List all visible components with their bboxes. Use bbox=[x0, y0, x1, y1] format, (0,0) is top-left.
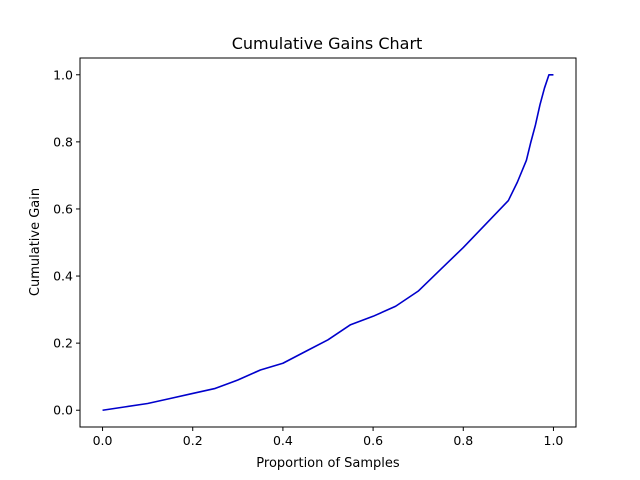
x-axis: 0.0 0.2 0.4 0.6 0.8 1.0 bbox=[93, 427, 564, 448]
y-tick-label: 0.4 bbox=[53, 269, 73, 284]
y-tick-label: 1.0 bbox=[53, 67, 73, 82]
x-tick-label: 0.0 bbox=[93, 433, 113, 448]
x-tick-label: 0.2 bbox=[183, 433, 203, 448]
x-tick-label: 0.4 bbox=[273, 433, 293, 448]
series-line-0 bbox=[102, 73, 554, 412]
plot-frame bbox=[79, 57, 577, 428]
plot-area bbox=[102, 73, 554, 412]
y-tick-label: 0.6 bbox=[53, 201, 73, 216]
y-tick-label: 0.8 bbox=[53, 134, 73, 149]
y-axis-label: Cumulative Gain bbox=[28, 188, 43, 296]
x-tick-label: 1.0 bbox=[544, 433, 564, 448]
y-tick-label: 0.0 bbox=[53, 403, 73, 418]
x-tick-label: 0.8 bbox=[453, 433, 473, 448]
x-axis-label: Proportion of Samples bbox=[256, 456, 400, 471]
y-axis: 0.0 0.2 0.4 0.6 0.8 1.0 bbox=[53, 67, 80, 418]
x-tick-label: 0.6 bbox=[363, 433, 383, 448]
chart-title: Cumulative Gains Chart bbox=[232, 34, 423, 53]
y-tick-label: 0.2 bbox=[53, 336, 73, 351]
